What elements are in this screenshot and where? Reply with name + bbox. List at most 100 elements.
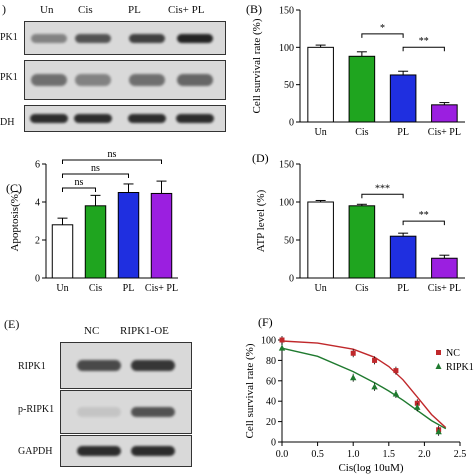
significance-label: *** [375, 183, 390, 194]
blot-strip-p-ripk1 [60, 390, 192, 434]
x-tick-label: Cis [89, 283, 102, 294]
y-tick-label: 20 [266, 417, 276, 428]
y-tick-label: 80 [266, 356, 276, 367]
significance-label: ns [91, 163, 100, 174]
significance-bracket [62, 187, 96, 192]
bar [431, 104, 458, 123]
y-tick-label: 100 [279, 43, 294, 54]
fit-curve [281, 347, 447, 430]
y-tick-label: 0 [289, 118, 294, 129]
lane-label-cispl: Cis+ PL [168, 4, 205, 16]
y-tick-label: 0 [289, 274, 294, 285]
data-point [350, 350, 356, 356]
y-axis-label: Apoptosis(%) [9, 190, 21, 251]
blot-strip-1 [24, 21, 226, 55]
blot-strip-3 [24, 105, 226, 132]
row-label-ripk1: RIPK1 [18, 361, 46, 372]
bar [150, 192, 173, 279]
row-label-gapdh: GAPDH [18, 446, 53, 457]
lane-label-un: Un [40, 4, 54, 16]
bar [431, 257, 458, 279]
bar [51, 224, 74, 279]
panel-label-a: ) [2, 2, 6, 16]
row-label-p-ripk1: p-RIPK1 [18, 404, 55, 415]
y-tick-label: 0 [271, 438, 276, 449]
y-tick-label: 4 [35, 198, 40, 209]
bar [389, 235, 417, 279]
x-tick-label: Cis+ PL [428, 283, 461, 294]
fit-curve [281, 340, 447, 429]
blot-band [128, 114, 166, 123]
bar [348, 205, 376, 279]
blot-band [131, 407, 175, 417]
x-tick-label: 2.5 [454, 449, 467, 460]
y-tick-label: 60 [266, 376, 276, 387]
data-point [414, 403, 421, 410]
y-tick-label: 50 [284, 236, 294, 247]
data-point [279, 337, 285, 343]
y-axis-label: Cell survival rate (%) [244, 343, 256, 438]
blot-band [30, 114, 68, 123]
x-tick-label: 0.5 [311, 449, 324, 460]
blot-band [177, 33, 213, 43]
significance-bracket [361, 193, 404, 199]
lane-label-ripk1-oe: RIPK1-OE [120, 325, 169, 337]
x-tick-label: Cis [355, 283, 368, 294]
row-label-3: DH [0, 117, 15, 128]
x-tick-label: 1.5 [383, 449, 396, 460]
lane-label-nc: NC [84, 325, 100, 337]
significance-bracket [361, 33, 404, 38]
legend-marker [435, 363, 442, 369]
panel-label: (D) [252, 151, 269, 165]
blot-band [75, 33, 111, 43]
y-tick-label: 100 [279, 198, 294, 209]
blot-band [75, 74, 111, 86]
blot-band [31, 74, 67, 86]
bar [307, 201, 334, 279]
blot-band [31, 33, 67, 43]
significance-label: ** [419, 210, 429, 221]
data-point [372, 357, 378, 363]
data-point [278, 344, 286, 351]
lane-label-pl: PL [128, 4, 141, 16]
blot-band [131, 446, 175, 456]
blot-strip-2 [24, 60, 226, 100]
legend-label: NC [446, 348, 460, 359]
blot-strip-ripk1 [60, 342, 192, 389]
x-tick-label: Cis+ PL [145, 283, 178, 294]
bar [389, 74, 417, 123]
row-label-1: PK1 [0, 32, 18, 43]
y-axis-label: Cell survival rate (%) [251, 18, 263, 113]
y-tick-label: 0 [35, 274, 40, 285]
chart-b: (B) 0 50 100 150 Cell survival rate (%) Un Cis P… [246, 2, 465, 138]
y-tick-label: 100 [261, 336, 276, 347]
data-point [371, 383, 378, 390]
panel-label: (C) [6, 181, 22, 195]
chart-f: (F) 0 20 40 60 80 100 0.0 0.5 1.0 1.5 2.0 2.5 Cis(log… [244, 315, 474, 474]
bar [348, 55, 376, 123]
bar [307, 46, 334, 123]
significance-bracket [402, 220, 445, 226]
y-tick-label: 6 [35, 160, 40, 171]
blot-panel-a: ) Un Cis PL Cis+ PL PK1 PK1 DH [0, 0, 232, 135]
significance-bracket [402, 46, 445, 52]
blot-band [77, 446, 121, 456]
x-tick-label: 2.0 [418, 449, 431, 460]
chart-d: (D) 0 50 100 150 ATP level (%) Un Cis PL Cis+ PL *… [252, 151, 465, 294]
blot-band [177, 74, 213, 86]
x-tick-label: Cis+ PL [428, 127, 461, 138]
x-axis-label: Cis(log 10uM) [338, 462, 403, 474]
blot-panel-e: (E) NC RIPK1-OE RIPK1 p-RIPK1 GAPDH [0, 315, 232, 474]
legend-marker [436, 350, 441, 355]
lane-label-cis: Cis [78, 4, 93, 16]
blot-band [74, 114, 112, 123]
blot-band [129, 33, 165, 43]
x-tick-label: Un [56, 283, 68, 294]
significance-label: ** [419, 36, 429, 47]
data-point [350, 374, 357, 381]
y-tick-label: 150 [279, 160, 294, 171]
row-label-2: PK1 [0, 72, 18, 83]
bar [84, 205, 107, 279]
blot-band [176, 114, 214, 123]
